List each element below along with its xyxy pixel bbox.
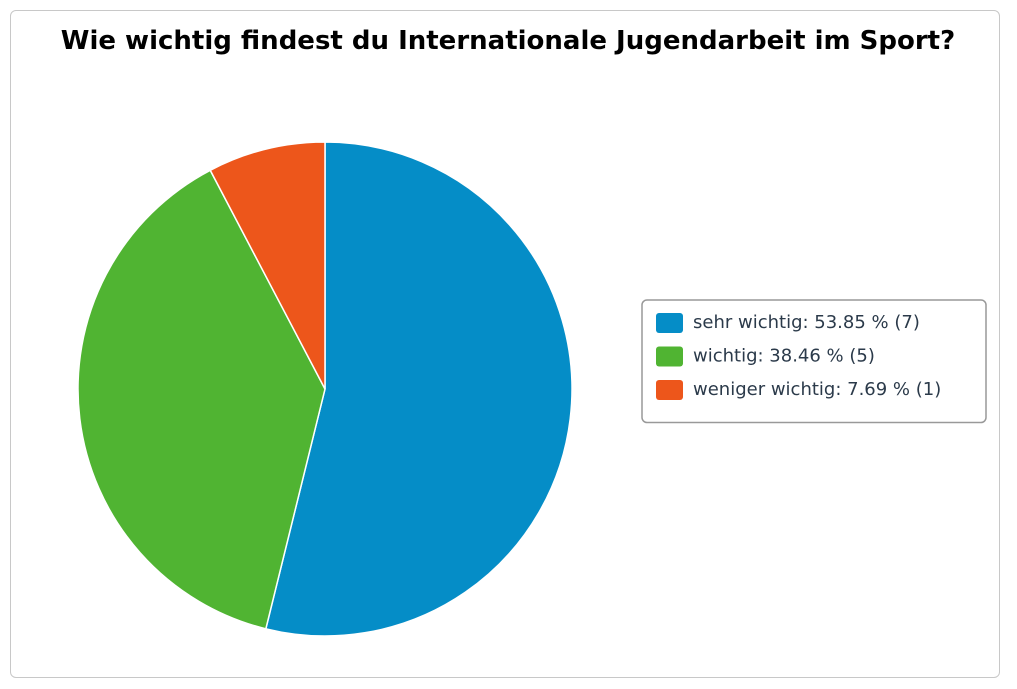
legend-label: sehr wichtig: 53.85 % (7) — [693, 312, 920, 333]
chart-frame — [10, 10, 1000, 678]
chart-title: Wie wichtig findest du Internationale Ju… — [60, 26, 956, 56]
legend-label: weniger wichtig: 7.69 % (1) — [693, 379, 941, 400]
pie-slice — [77, 169, 326, 630]
legend-swatch — [656, 346, 683, 367]
legend-box — [641, 299, 987, 424]
legend-label: wichtig: 38.46 % (5) — [693, 346, 875, 367]
pie-slice — [209, 141, 326, 390]
legend-swatch — [656, 313, 683, 333]
legend-swatch — [656, 380, 683, 400]
pie-slice — [264, 141, 573, 637]
